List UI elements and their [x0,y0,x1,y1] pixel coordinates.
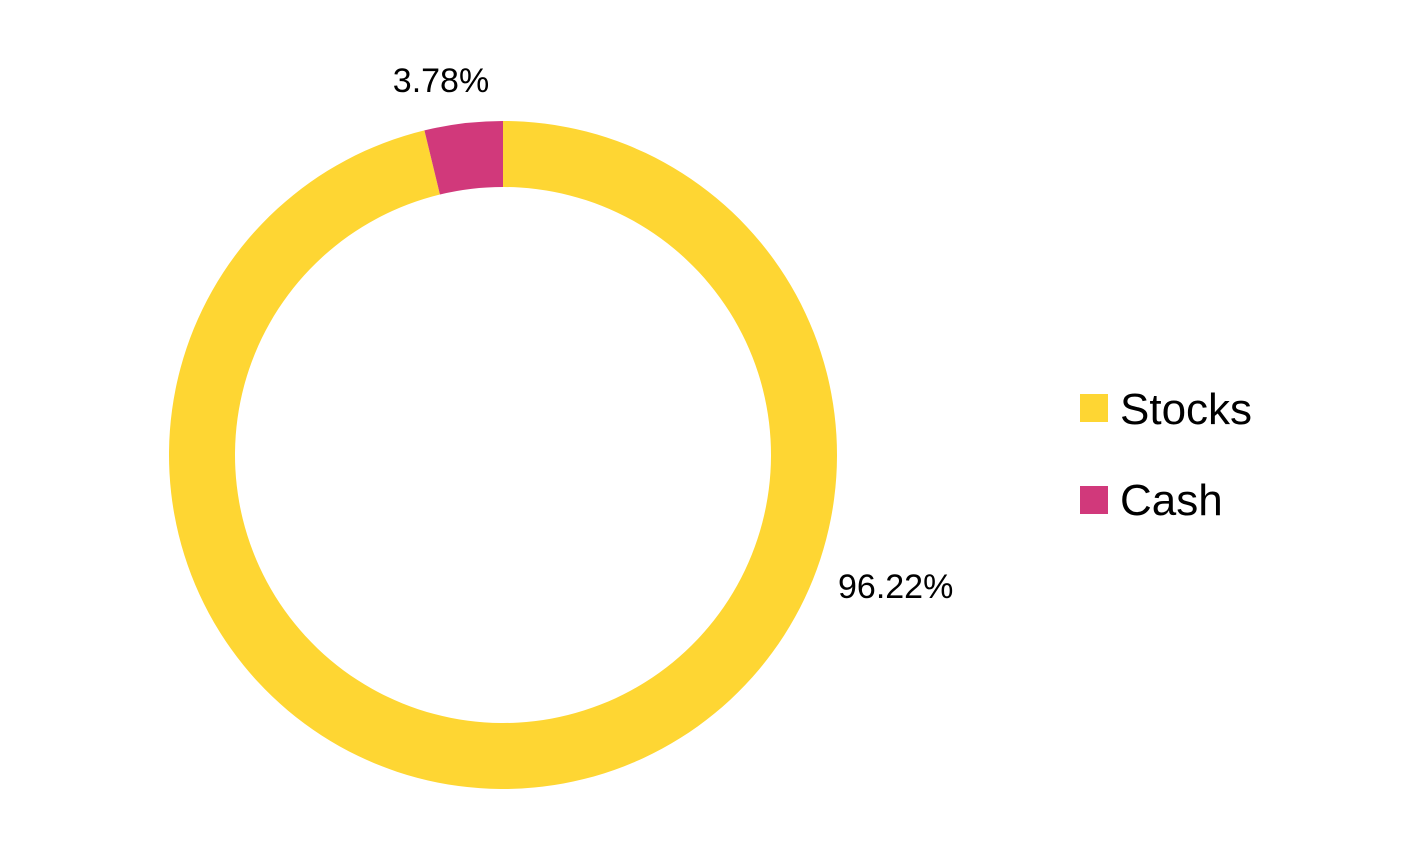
data-label-stocks: 96.22% [838,568,953,606]
legend-item-stocks[interactable]: Stocks [1080,385,1252,434]
data-label-cash: 3.78% [393,62,489,100]
data-labels: 96.22% 3.78% [393,62,954,606]
slice-stocks[interactable] [169,121,837,789]
legend-label-cash: Cash [1120,476,1223,525]
legend: Stocks Cash [1080,385,1252,525]
legend-label-stocks: Stocks [1120,385,1252,434]
donut-slices [169,121,837,789]
legend-swatch-stocks [1080,394,1108,422]
slice-cash[interactable] [424,121,503,195]
legend-swatch-cash [1080,486,1108,514]
legend-item-cash[interactable]: Cash [1080,476,1223,525]
